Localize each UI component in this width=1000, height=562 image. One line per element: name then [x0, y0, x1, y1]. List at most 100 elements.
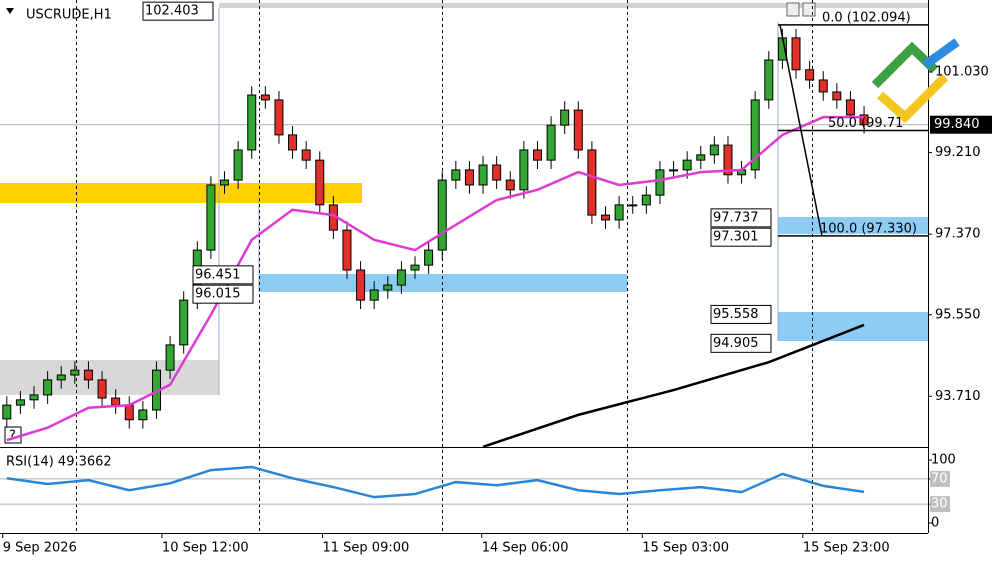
candle-body — [369, 289, 379, 301]
y-tick-label: 100 — [931, 453, 956, 468]
candle-body — [845, 99, 855, 116]
tool-icon[interactable] — [786, 2, 800, 17]
top-band — [219, 3, 928, 8]
x-tick-label: 15 Sep 23:00 — [803, 541, 890, 556]
candle-body — [111, 397, 121, 406]
y-tick-label: 93.710 — [935, 389, 981, 404]
menu-arrow[interactable] — [6, 8, 14, 14]
y-tick-label: 101.030 — [935, 64, 989, 79]
y-tick-label: 97.370 — [935, 227, 981, 242]
candle-body — [451, 169, 461, 181]
candle-body — [573, 109, 583, 151]
candle-body — [29, 394, 39, 401]
candle-body — [628, 204, 638, 207]
candle-body — [682, 159, 692, 171]
candle-body — [165, 344, 175, 371]
logo — [871, 38, 960, 124]
y-tick-label: 0 — [931, 515, 939, 530]
candle-body — [56, 374, 66, 381]
candle-body — [505, 179, 515, 191]
candle-body — [220, 179, 230, 186]
candle-body — [288, 134, 298, 151]
y-tick-label: 99.210 — [935, 145, 981, 160]
price-label: 96.451 — [195, 267, 241, 282]
price-label-box — [710, 333, 772, 353]
price-label-box — [142, 1, 214, 21]
price-label: 95.558 — [713, 307, 759, 322]
candle-body — [437, 179, 447, 251]
candle-body — [696, 154, 706, 161]
candle-body — [560, 109, 570, 126]
fib-label: 0.0 (102.094) — [822, 10, 911, 25]
candle-body — [587, 149, 597, 216]
candle-body — [260, 94, 270, 101]
candle-body — [750, 99, 760, 171]
x-tick-label: 11 Sep 09:00 — [322, 541, 409, 556]
price-label: 97.737 — [713, 210, 759, 225]
candle-body — [791, 37, 801, 71]
candle-body — [492, 164, 502, 181]
candle-body — [859, 114, 869, 126]
moving-average — [6, 115, 865, 442]
price-label: 97.301 — [713, 230, 759, 245]
x-tick-label: 14 Sep 06:00 — [482, 541, 569, 556]
candle-body — [818, 79, 828, 93]
candle-body — [83, 369, 93, 381]
candle-body — [464, 169, 474, 186]
fib-label: 50.0 (99.71 — [828, 116, 903, 131]
price-label: 94.905 — [713, 336, 759, 351]
x-tick-label: 9 Sep 2026 — [3, 541, 77, 556]
candle-body — [138, 409, 148, 421]
price-label-box — [710, 208, 772, 228]
price-label: 96.015 — [195, 287, 241, 302]
demand-zone — [778, 312, 928, 341]
candle-body — [342, 229, 352, 271]
fib-label: 100.0 (97.330) — [820, 221, 917, 236]
candle-body — [274, 99, 284, 136]
price-label-box — [710, 227, 772, 247]
candle-body — [723, 144, 733, 176]
candle-body — [764, 59, 774, 101]
candle-body — [301, 149, 311, 161]
chart-title: USCRUDE,H1 — [26, 8, 112, 23]
candle-body — [410, 264, 420, 271]
indicator-title: RSI(14) 49.3662 — [6, 455, 112, 470]
candle-body — [233, 149, 243, 181]
candle-body — [805, 69, 815, 81]
candle-body — [614, 204, 624, 221]
candle-body — [532, 149, 542, 161]
candle-body — [15, 399, 25, 406]
candle-body — [206, 184, 216, 251]
candle-body — [356, 269, 366, 301]
candle-body — [179, 299, 189, 346]
candle-body — [601, 214, 611, 221]
candle-body — [424, 249, 434, 266]
moving-average — [482, 323, 865, 448]
price-label-box — [192, 265, 254, 285]
x-tick-label: 15 Sep 03:00 — [642, 541, 729, 556]
y-tick-box — [930, 470, 950, 487]
tool-icon[interactable] — [802, 2, 816, 17]
candle-body — [641, 194, 651, 206]
rsi-line — [6, 465, 865, 499]
candle-body — [669, 169, 679, 172]
candle-body — [478, 164, 488, 186]
candle-body — [396, 269, 406, 286]
candle-body — [315, 159, 325, 206]
candle-body — [97, 379, 107, 399]
last-price-label: 99.840 — [934, 117, 980, 132]
candle-body — [124, 404, 134, 421]
candle-body — [247, 94, 257, 151]
candle-body — [546, 124, 556, 161]
y-tick-label: 30 — [931, 497, 948, 512]
candle-body — [383, 284, 393, 291]
y-tick-box — [930, 496, 950, 513]
candle-body — [43, 379, 53, 396]
candle-body — [70, 369, 80, 376]
candle-body — [519, 149, 529, 191]
help-icon[interactable]: ? — [9, 429, 16, 444]
y-tick-label: 95.550 — [935, 307, 981, 322]
supply-zone — [0, 183, 362, 203]
price-label: 102.403 — [145, 4, 199, 19]
